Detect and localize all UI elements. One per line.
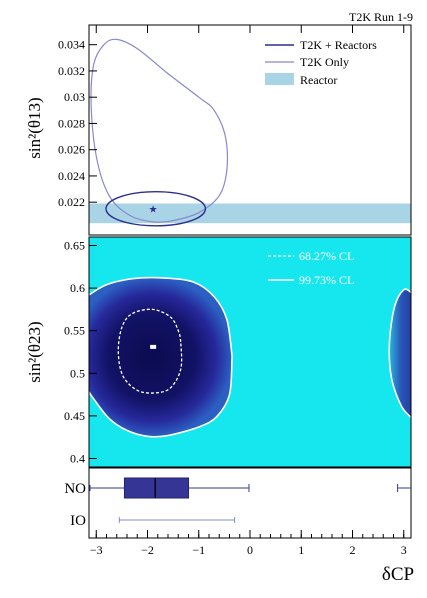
t2k-only-contour bbox=[90, 38, 229, 223]
legend-reactor-swatch bbox=[265, 73, 294, 85]
run-label: T2K Run 1-9 bbox=[349, 10, 413, 24]
theta13-ytick-tick-label: 0.024 bbox=[58, 169, 85, 183]
t2k-reactors-contour bbox=[105, 190, 207, 227]
x-axis-label: δCP bbox=[382, 564, 414, 585]
theta23-ytick-tick-label: 0.4 bbox=[70, 451, 85, 465]
x-axis-tick-label: 0 bbox=[247, 543, 253, 557]
panel-theta13: ★ 0.022 0.024 0.026 0.028 0.03 0.032 0.034 sin… bbox=[25, 24, 412, 236]
theta13-ytick-tick-label: 0.03 bbox=[64, 90, 85, 104]
reactor-band bbox=[89, 203, 411, 224]
x-axis-tick-label: −3 bbox=[90, 543, 103, 557]
cl99-contour-right bbox=[388, 288, 411, 419]
category-no: NO bbox=[64, 481, 86, 497]
x-axis-tick-label: 3 bbox=[401, 543, 407, 557]
category-io: IO bbox=[70, 513, 86, 529]
best-fit-marker bbox=[150, 344, 157, 349]
no-box bbox=[123, 477, 190, 499]
theta23-ytick-tick-label: 0.65 bbox=[64, 239, 85, 253]
x-axis-tick-label: 2 bbox=[349, 543, 355, 557]
theta13-ytick-tick-label: 0.032 bbox=[58, 64, 85, 78]
theta13-ytick-tick-label: 0.022 bbox=[58, 195, 85, 209]
theta23-ytick-tick-label: 0.6 bbox=[70, 281, 85, 295]
theta23-ytick-tick-label: 0.45 bbox=[64, 409, 85, 423]
x-axis-ticks: −3 −2 −1 0 1 2 3 bbox=[90, 25, 407, 557]
theta23-yticks: 0.4 0.45 0.5 0.55 0.6 0.65 bbox=[64, 239, 97, 465]
best-fit-star: ★ bbox=[149, 204, 158, 215]
panel-theta23-frame bbox=[88, 236, 412, 468]
legend-t2k-only-label: T2K Only bbox=[300, 55, 349, 69]
legend-cl99-label: 99.73% CL bbox=[299, 273, 354, 287]
theta13-legend: T2K + Reactors T2K Only Reactor bbox=[265, 38, 377, 87]
legend-reactor-label: Reactor bbox=[300, 73, 337, 87]
theta23-ylabel: sin²(θ23) bbox=[25, 321, 44, 382]
panel-theta23: 0.4 0.45 0.5 0.55 0.6 0.65 sin²(θ23) 68.27% C… bbox=[25, 236, 412, 468]
heatmap-high-likelihood-right bbox=[389, 289, 411, 418]
theta13-ytick-tick-label: 0.026 bbox=[58, 143, 85, 157]
heatmap-high-likelihood-left bbox=[89, 277, 233, 437]
x-axis-tick-label: 1 bbox=[298, 543, 304, 557]
theta13-ytick-tick-label: 0.028 bbox=[58, 116, 85, 130]
panel-ordering: NO IO −3 −2 −1 0 1 2 3 δCP bbox=[64, 25, 414, 585]
legend-t2k-reactors-label: T2K + Reactors bbox=[300, 38, 377, 52]
x-axis-tick-label: −1 bbox=[192, 543, 205, 557]
theta23-ytick-tick-label: 0.5 bbox=[70, 366, 85, 380]
cl99-contour-left bbox=[89, 276, 233, 438]
theta13-ylabel: sin²(θ13) bbox=[25, 97, 44, 158]
x-axis-tick-label: −2 bbox=[141, 543, 154, 557]
legend-cl68-label: 68.27% CL bbox=[299, 249, 354, 263]
theta13-yticks: 0.022 0.024 0.026 0.028 0.03 0.032 0.034 bbox=[58, 38, 97, 209]
theta13-ytick-tick-label: 0.034 bbox=[58, 38, 85, 52]
theta23-legend: 68.27% CL 99.73% CL bbox=[268, 249, 354, 287]
cl68-contour bbox=[117, 308, 183, 394]
theta23-ytick-tick-label: 0.55 bbox=[64, 324, 85, 338]
